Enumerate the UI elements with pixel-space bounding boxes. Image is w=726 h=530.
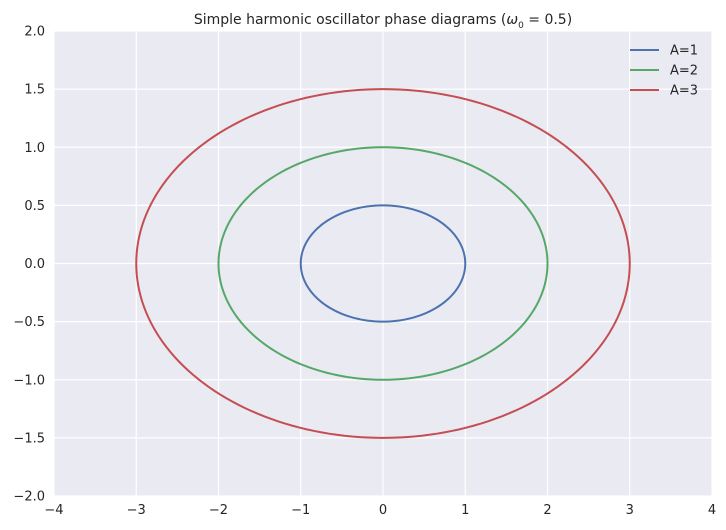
y-tick-label: −0.5 bbox=[13, 315, 45, 330]
y-tick-label: −1.0 bbox=[13, 373, 45, 388]
legend-label: A=2 bbox=[670, 64, 698, 79]
y-tick-label: 1.5 bbox=[24, 83, 45, 98]
x-tick-label: −2 bbox=[209, 503, 228, 518]
title-omega-subscript: 0 bbox=[518, 21, 524, 31]
title-math-prefix: ( bbox=[501, 12, 506, 28]
y-tick-label: 1.0 bbox=[24, 141, 45, 156]
x-tick-label: 3 bbox=[626, 503, 634, 518]
x-tick-label: −4 bbox=[44, 503, 63, 518]
y-tick-label: −1.5 bbox=[13, 431, 45, 446]
x-tick-label: 1 bbox=[461, 503, 469, 518]
chart-title: Simple harmonic oscillator phase diagram… bbox=[194, 12, 572, 31]
y-tick-label: 0.5 bbox=[24, 199, 45, 214]
x-tick-label: 2 bbox=[543, 503, 551, 518]
y-tick-labels: −2.0 −1.5 −1.0 −0.5 0.0 0.5 1.0 1.5 2.0 bbox=[13, 25, 45, 505]
x-tick-label: −1 bbox=[291, 503, 310, 518]
x-tick-label: −3 bbox=[127, 503, 146, 518]
series-line-a-2 bbox=[217, 146, 549, 381]
x-tick-label: 4 bbox=[708, 503, 716, 518]
legend-label: A=1 bbox=[670, 44, 698, 59]
title-omega: ω bbox=[506, 12, 518, 28]
title-text: Simple harmonic oscillator phase diagram… bbox=[194, 12, 501, 28]
x-tick-label: 0 bbox=[379, 503, 387, 518]
legend: A=1 A=2 A=3 bbox=[630, 44, 698, 99]
y-tick-label: 2.0 bbox=[24, 25, 45, 40]
series-line-a-1 bbox=[299, 204, 467, 323]
series-layer bbox=[135, 88, 631, 439]
series-line-a-3 bbox=[135, 88, 631, 439]
y-tick-label: −2.0 bbox=[13, 490, 45, 505]
y-tick-label: 0.0 bbox=[24, 257, 45, 272]
x-tick-labels: −4 −3 −2 −1 0 1 2 3 4 bbox=[44, 503, 716, 518]
legend-label: A=3 bbox=[670, 84, 698, 99]
title-math-rest: = 0.5) bbox=[524, 12, 572, 28]
